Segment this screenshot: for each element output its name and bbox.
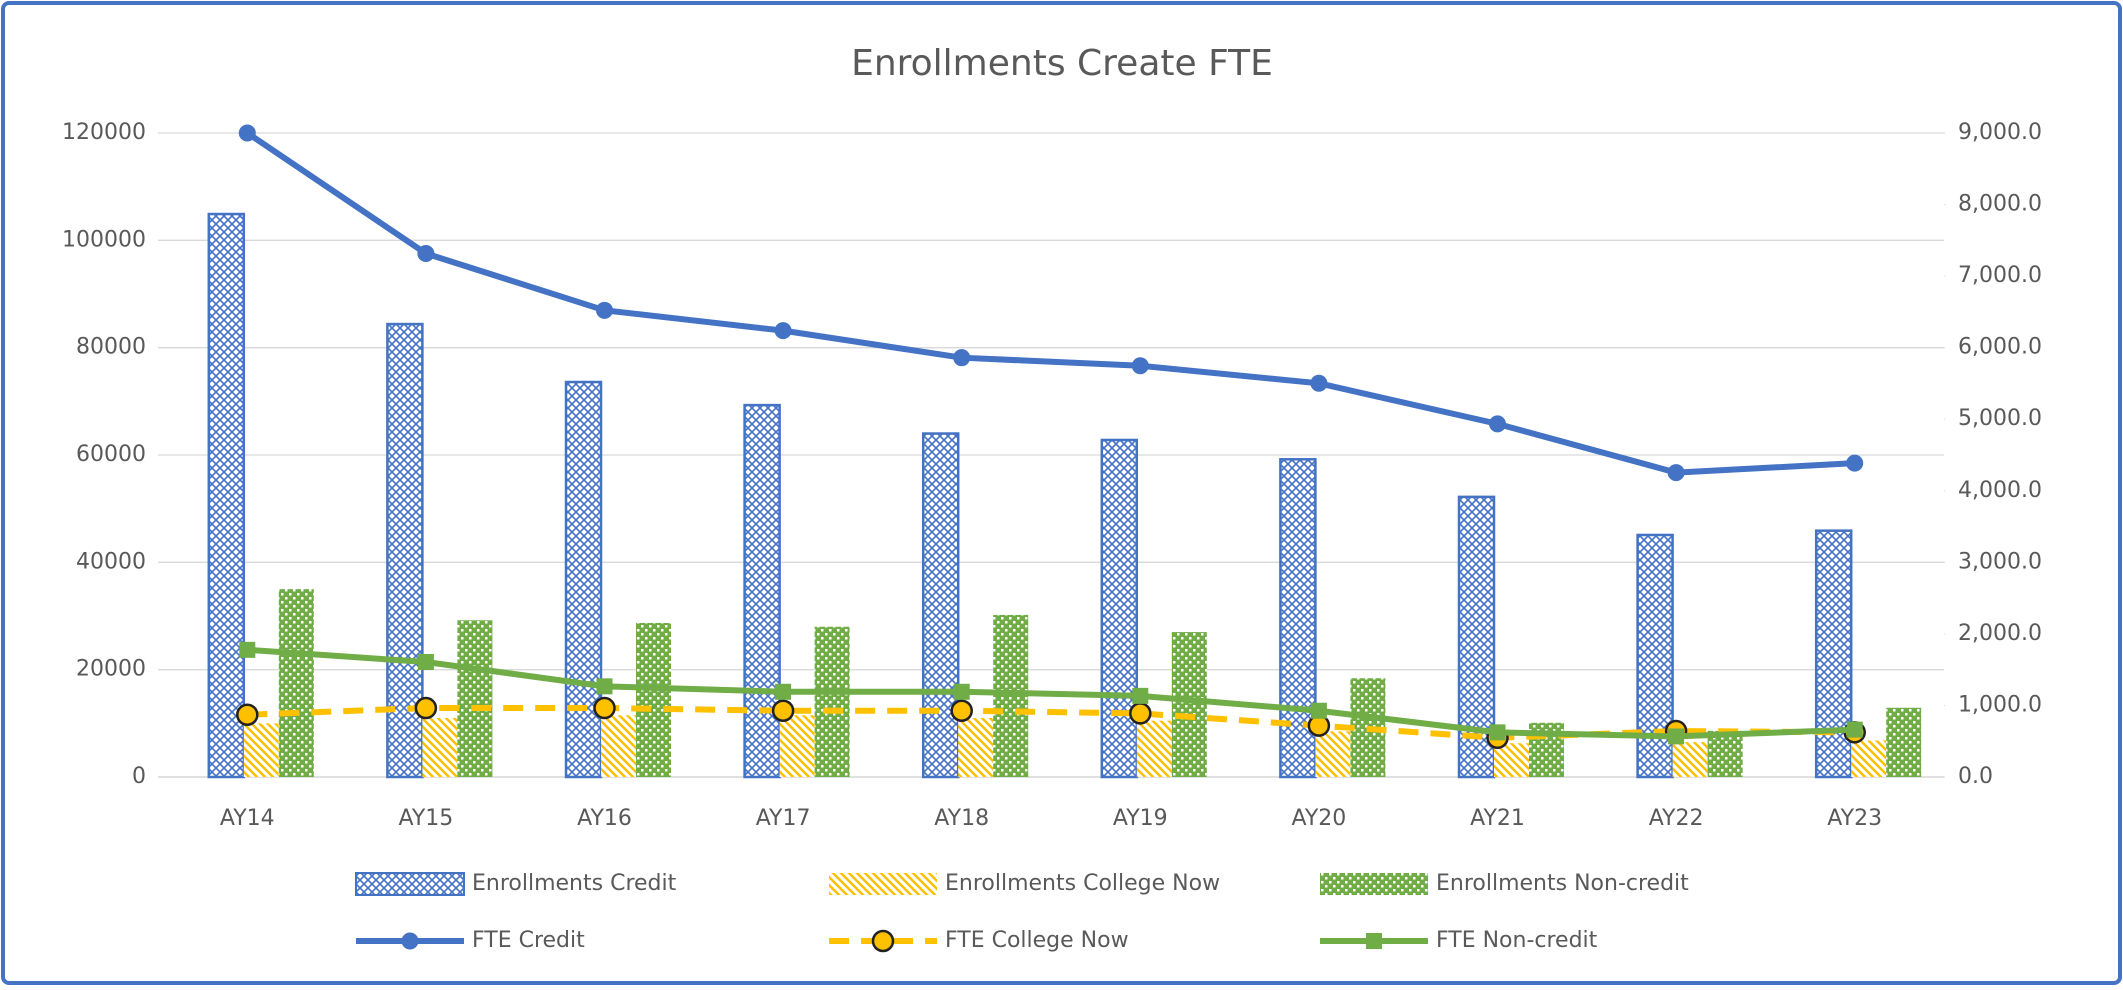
line-marker bbox=[238, 124, 256, 142]
x-tick-label: AY23 bbox=[1827, 806, 1882, 831]
bar bbox=[814, 626, 850, 777]
line-marker bbox=[1489, 724, 1506, 741]
line-marker bbox=[1129, 702, 1152, 725]
legend-marker bbox=[401, 932, 419, 950]
bar bbox=[1814, 529, 1853, 779]
legend-label: Enrollments College Now bbox=[945, 871, 1220, 896]
y2-tick-label: 1,000.0 bbox=[1958, 692, 2042, 717]
y-tick-label: 0 bbox=[132, 764, 146, 789]
line-marker bbox=[771, 699, 795, 722]
x-tick-label: AY19 bbox=[1113, 806, 1168, 831]
y2-tick-label: 3,000.0 bbox=[1958, 549, 2042, 574]
y-tick-label: 60000 bbox=[76, 442, 146, 467]
x-tick-label: AY20 bbox=[1292, 806, 1347, 831]
bar bbox=[1136, 720, 1172, 777]
bar bbox=[1315, 731, 1351, 777]
line-marker bbox=[1846, 721, 1863, 738]
x-tick-label: AY15 bbox=[399, 806, 454, 831]
line-marker bbox=[1132, 687, 1149, 704]
bar bbox=[1886, 707, 1922, 777]
line-marker bbox=[417, 244, 435, 262]
bar bbox=[457, 620, 493, 777]
bar bbox=[1494, 743, 1529, 777]
line-marker bbox=[1668, 728, 1685, 745]
y2-tick-label: 4,000.0 bbox=[1958, 478, 2042, 503]
y-tick-label: 120000 bbox=[62, 120, 146, 145]
y-tick-label: 100000 bbox=[62, 227, 146, 252]
line-marker bbox=[593, 696, 616, 720]
line-marker bbox=[596, 678, 613, 695]
line-marker bbox=[1131, 357, 1149, 375]
legend-marker bbox=[871, 929, 895, 953]
line-marker bbox=[417, 654, 434, 671]
line-marker bbox=[774, 322, 792, 340]
line-marker bbox=[1310, 702, 1327, 719]
legend-label: FTE Non-credit bbox=[1436, 928, 1598, 953]
legend-label: Enrollments Credit bbox=[472, 871, 677, 896]
x-tick-label: AY16 bbox=[577, 806, 632, 831]
bar bbox=[278, 589, 314, 777]
legend-swatch bbox=[1320, 873, 1428, 895]
bar bbox=[1672, 742, 1708, 777]
line-marker bbox=[953, 349, 971, 367]
bar bbox=[636, 622, 671, 777]
bar bbox=[1707, 730, 1743, 777]
bar bbox=[386, 322, 424, 779]
x-tick-label: AY21 bbox=[1470, 806, 1525, 831]
y2-tick-label: 0.0 bbox=[1958, 764, 1993, 789]
line-marker bbox=[1310, 374, 1328, 392]
line-marker bbox=[1489, 415, 1506, 433]
legend-marker bbox=[1366, 933, 1382, 949]
bar bbox=[1636, 533, 1674, 779]
bar bbox=[1851, 740, 1887, 777]
bar bbox=[1100, 438, 1139, 779]
legend-label: Enrollments Non-credit bbox=[1436, 871, 1689, 896]
y2-tick-label: 7,000.0 bbox=[1958, 263, 2042, 288]
y2-tick-label: 9,000.0 bbox=[1958, 120, 2042, 145]
x-tick-label: AY14 bbox=[220, 806, 275, 831]
y-tick-label: 20000 bbox=[76, 657, 146, 682]
bar bbox=[921, 432, 960, 779]
y-tick-label: 40000 bbox=[76, 549, 146, 574]
legend-swatch bbox=[829, 873, 937, 895]
line-marker bbox=[775, 683, 792, 700]
line-marker bbox=[239, 641, 256, 658]
x-tick-label: AY22 bbox=[1649, 806, 1704, 831]
line-marker bbox=[950, 699, 973, 722]
y2-tick-label: 5,000.0 bbox=[1958, 406, 2042, 431]
legend-label: FTE Credit bbox=[472, 928, 585, 953]
bar bbox=[601, 715, 636, 777]
bar bbox=[958, 717, 994, 777]
line-marker bbox=[236, 703, 259, 726]
bar bbox=[564, 380, 603, 779]
y2-tick-label: 8,000.0 bbox=[1958, 192, 2042, 217]
line-marker bbox=[1667, 464, 1685, 482]
line bbox=[245, 130, 1855, 476]
bar bbox=[207, 212, 246, 779]
x-tick-label: AY18 bbox=[934, 806, 989, 831]
y2-tick-label: 6,000.0 bbox=[1958, 335, 2042, 360]
bar bbox=[1171, 632, 1207, 777]
bar bbox=[779, 715, 815, 777]
x-tick-label: AY17 bbox=[756, 806, 811, 831]
line-marker bbox=[953, 683, 970, 700]
y2-tick-label: 2,000.0 bbox=[1958, 621, 2042, 646]
bar bbox=[243, 723, 279, 777]
line bbox=[247, 705, 1855, 741]
line-marker bbox=[1846, 454, 1864, 472]
line-marker bbox=[414, 696, 438, 720]
legend-label: FTE College Now bbox=[945, 928, 1129, 953]
legend-swatch bbox=[355, 872, 465, 896]
bar bbox=[743, 403, 781, 779]
chart-title: Enrollments Create FTE bbox=[851, 43, 1273, 84]
bar bbox=[422, 717, 458, 777]
line-marker bbox=[596, 301, 613, 319]
y-tick-label: 80000 bbox=[76, 335, 146, 360]
line bbox=[247, 646, 1855, 740]
